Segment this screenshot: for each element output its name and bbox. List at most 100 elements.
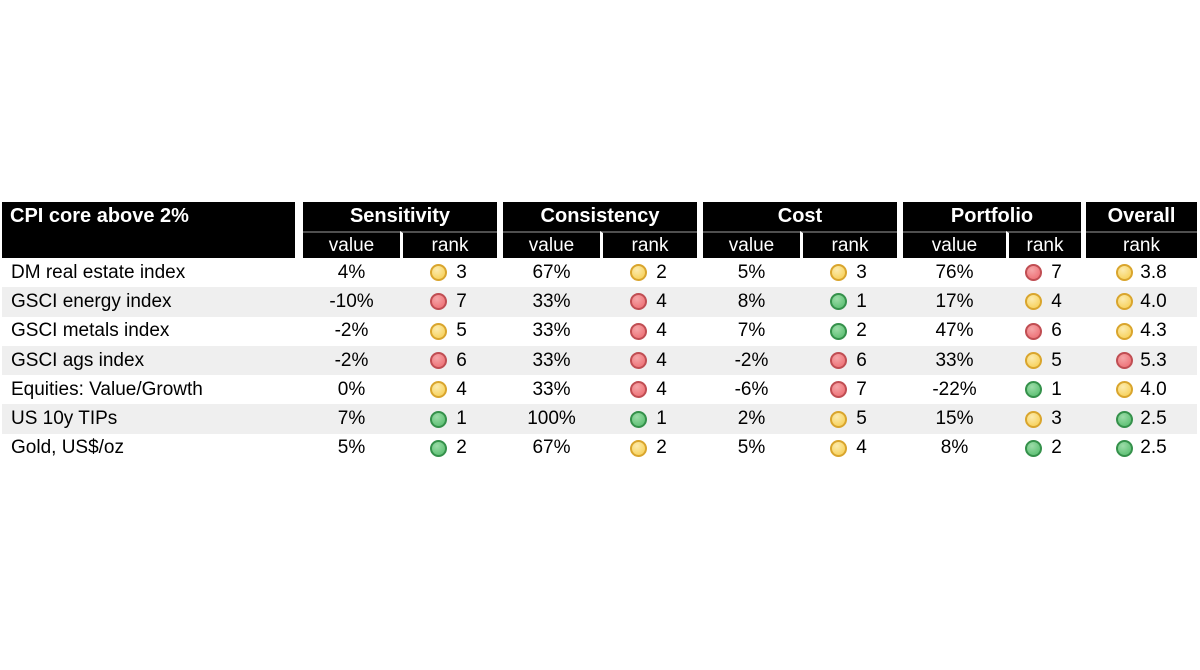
overall-rank: 2.5 <box>1086 434 1197 463</box>
metric-rank: 4 <box>600 346 697 375</box>
status-dot-green-icon <box>430 439 448 457</box>
row-label: GSCI ags index <box>11 349 145 371</box>
status-dot-red-icon <box>830 352 848 370</box>
overall-rank: 5.3 <box>1086 346 1197 375</box>
rank-number: 3 <box>1051 408 1062 430</box>
metric-rank: 5 <box>800 404 897 433</box>
rank-number: 5 <box>856 408 867 430</box>
metric-value: 67% <box>532 261 571 283</box>
overall-rank-number: 2.5 <box>1140 408 1167 430</box>
metric-rank: 3 <box>400 258 497 287</box>
overall-rank: 3.8 <box>1086 258 1197 287</box>
rank-number: 6 <box>856 349 867 371</box>
status-dot-yellow-icon <box>1116 322 1134 340</box>
metric-value: 67% <box>532 437 571 459</box>
metric-rank: 2 <box>600 434 697 463</box>
metric-value: -10% <box>329 290 374 312</box>
section-header-cost: Cost <box>703 202 897 231</box>
metric-rank: 4 <box>1006 287 1081 316</box>
status-dot-yellow-icon <box>630 264 648 282</box>
table-row: US 10y TIPs 7% 1 100% 1 2% 5 15% 3 2.5 <box>2 404 1197 434</box>
metric-value: -2% <box>334 320 369 342</box>
overall-rank-number: 3.8 <box>1140 261 1167 283</box>
metric-rank: 7 <box>1006 258 1081 287</box>
status-dot-yellow-icon <box>830 264 848 282</box>
subheader-consistency-value: value <box>503 231 600 258</box>
section-header-consistency: Consistency <box>503 202 697 231</box>
rank-number: 4 <box>656 320 667 342</box>
rank-number: 5 <box>1051 349 1062 371</box>
metric-rank: 5 <box>400 317 497 346</box>
section-header-portfolio: Portfolio <box>903 202 1081 231</box>
rank-number: 3 <box>456 261 467 283</box>
overall-rank-number: 2.5 <box>1140 437 1167 459</box>
table-row: GSCI energy index -10% 7 33% 4 8% 1 17% 4 4.0 <box>2 287 1197 317</box>
metric-rank: 6 <box>1006 317 1081 346</box>
status-dot-red-icon <box>430 352 448 370</box>
status-dot-red-icon <box>630 352 648 370</box>
metric-value: 2% <box>737 408 766 430</box>
status-dot-red-icon <box>1025 264 1043 282</box>
status-dot-yellow-icon <box>430 322 448 340</box>
corner-header-spacer <box>2 231 295 258</box>
metric-rank: 2 <box>400 434 497 463</box>
status-dot-yellow-icon <box>1025 293 1043 311</box>
rank-number: 6 <box>1051 320 1062 342</box>
subheader-overall-rank: rank <box>1086 231 1197 258</box>
status-dot-green-icon <box>630 410 648 428</box>
header-row-subcolumns: value rank value rank value rank value r… <box>2 231 1197 258</box>
section-header-sensitivity: Sensitivity <box>303 202 497 231</box>
rank-number: 4 <box>856 437 867 459</box>
status-dot-yellow-icon <box>1116 381 1134 399</box>
metric-value: 0% <box>337 378 366 400</box>
metric-value: 33% <box>532 349 571 371</box>
rank-number: 4 <box>656 290 667 312</box>
rank-number: 7 <box>1051 261 1062 283</box>
subheader-cost-value: value <box>703 231 800 258</box>
status-dot-red-icon <box>1025 322 1043 340</box>
overall-rank: 2.5 <box>1086 404 1197 433</box>
metric-value: 47% <box>935 320 974 342</box>
table-row: Equities: Value/Growth 0% 4 33% 4 -6% 7 -22% 1 4.… <box>2 375 1197 404</box>
metric-rank: 1 <box>400 404 497 433</box>
status-dot-red-icon <box>630 293 648 311</box>
status-dot-yellow-icon <box>630 439 648 457</box>
rank-number: 6 <box>456 349 467 371</box>
metric-rank: 4 <box>400 375 497 404</box>
metric-rank: 7 <box>400 287 497 316</box>
status-dot-yellow-icon <box>830 410 848 428</box>
subheader-portfolio-rank: rank <box>1006 231 1081 258</box>
rank-number: 2 <box>656 261 667 283</box>
metric-rank: 7 <box>800 375 897 404</box>
corner-header: CPI core above 2% <box>2 202 295 231</box>
metric-value: 17% <box>935 290 974 312</box>
subheader-consistency-rank: rank <box>600 231 697 258</box>
table-row: GSCI ags index -2% 6 33% 4 -2% 6 33% 5 5.3 <box>2 345 1197 376</box>
table-row: Gold, US$/oz 5% 2 67% 2 5% 4 8% 2 2.5 <box>2 434 1197 463</box>
metric-value: 15% <box>935 408 974 430</box>
subheader-sensitivity-value: value <box>303 231 400 258</box>
metric-rank: 2 <box>800 317 897 346</box>
overall-rank: 4.0 <box>1086 287 1197 316</box>
overall-rank-number: 4.0 <box>1140 378 1167 400</box>
metric-value: 33% <box>532 378 571 400</box>
overall-rank: 4.3 <box>1086 317 1197 346</box>
rank-number: 4 <box>456 378 467 400</box>
rank-number: 4 <box>656 378 667 400</box>
status-dot-green-icon <box>1025 381 1043 399</box>
metric-rank: 1 <box>600 404 697 433</box>
rank-number: 3 <box>856 261 867 283</box>
status-dot-yellow-icon <box>430 381 448 399</box>
metric-value: -2% <box>734 349 769 371</box>
row-label: Equities: Value/Growth <box>11 378 203 400</box>
table-row: DM real estate index 4% 3 67% 2 5% 3 76% 7 3.8 <box>2 258 1197 287</box>
status-dot-yellow-icon <box>1116 293 1134 311</box>
metric-value: -22% <box>932 378 977 400</box>
status-dot-red-icon <box>430 293 448 311</box>
status-dot-red-icon <box>630 381 648 399</box>
metric-value: 5% <box>737 261 766 283</box>
status-dot-green-icon <box>830 322 848 340</box>
overall-rank-number: 5.3 <box>1140 349 1167 371</box>
section-header-overall: Overall <box>1086 202 1197 231</box>
metric-value: 8% <box>737 290 766 312</box>
